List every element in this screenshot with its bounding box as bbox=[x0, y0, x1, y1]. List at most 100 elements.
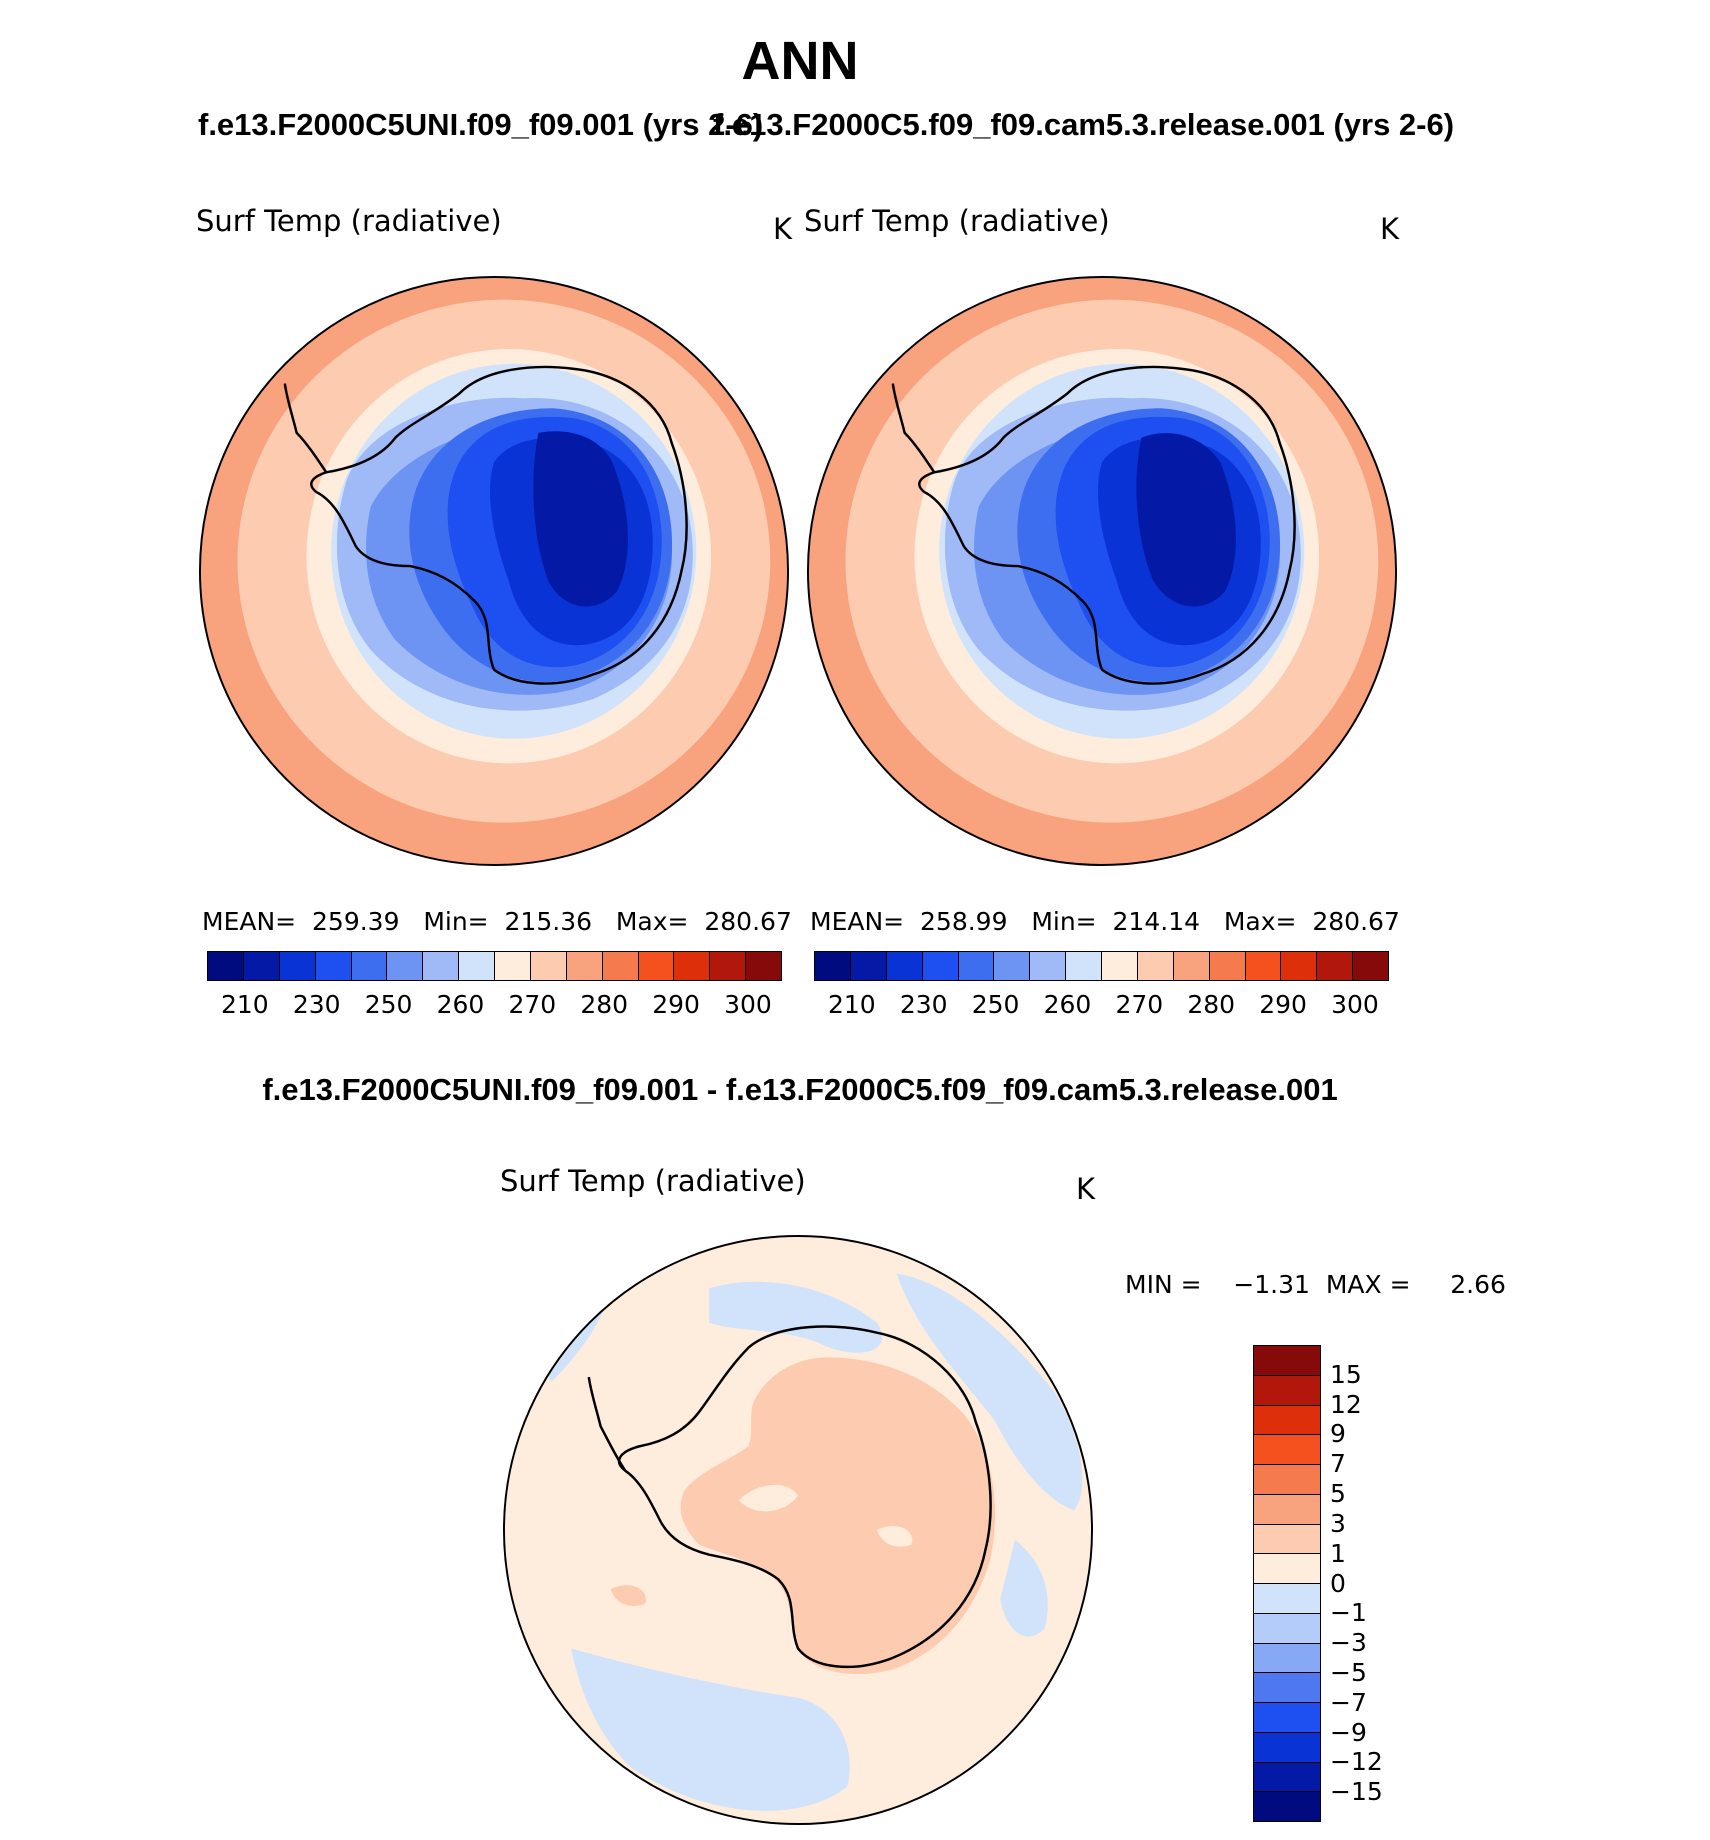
diff-colorbar-swatch bbox=[1254, 1732, 1320, 1763]
left-case-title: f.e13.F2000C5UNI.f09_f09.001 (yrs 2-6) bbox=[198, 107, 764, 142]
diff-case-title: f.e13.F2000C5UNI.f09_f09.001 - f.e13.F20… bbox=[262, 1072, 1338, 1107]
left-colorbar-swatch bbox=[459, 952, 495, 980]
diff-colorbar-swatch bbox=[1254, 1435, 1320, 1465]
left-colorbar-tick-label: 300 bbox=[724, 990, 772, 1019]
right-units-label: K bbox=[1380, 212, 1400, 246]
right-colorbar-tick-label: 260 bbox=[1043, 990, 1092, 1019]
diff-polar-map bbox=[502, 1234, 1094, 1826]
left-colorbar-tick-label: 270 bbox=[508, 990, 557, 1019]
diff-colorbar-tick-label: 12 bbox=[1330, 1389, 1362, 1419]
diff-colorbar-tick-label: 9 bbox=[1330, 1419, 1346, 1449]
left-colorbar-swatch bbox=[387, 952, 424, 980]
diff-colorbar-tick-label: 0 bbox=[1330, 1568, 1346, 1598]
diff-colorbar bbox=[1253, 1345, 1321, 1822]
right-colorbar-tick-label: 210 bbox=[827, 990, 876, 1019]
diff-colorbar-swatch bbox=[1254, 1375, 1320, 1406]
right-colorbar-swatch bbox=[1102, 952, 1138, 980]
right-colorbar bbox=[814, 951, 1389, 981]
left-colorbar bbox=[207, 951, 782, 981]
diff-colorbar-swatch bbox=[1254, 1792, 1320, 1821]
diff-colorbar-tick-label: −1 bbox=[1330, 1598, 1367, 1628]
diff-colorbar-tick-label: 3 bbox=[1330, 1508, 1346, 1538]
right-colorbar-swatch bbox=[850, 952, 887, 980]
page-title: ANN bbox=[741, 31, 859, 91]
right-colorbar-swatch bbox=[1030, 952, 1067, 980]
right-colorbar-swatch bbox=[958, 952, 995, 980]
diff-colorbar-tick-label: −7 bbox=[1330, 1687, 1367, 1717]
diff-colorbar-swatch bbox=[1254, 1524, 1320, 1555]
diff-colorbar-swatch bbox=[1254, 1613, 1320, 1644]
left-colorbar-swatch bbox=[602, 952, 639, 980]
right-colorbar-swatch bbox=[1281, 952, 1318, 980]
left-colorbar-tick-label: 280 bbox=[580, 990, 629, 1019]
diff-colorbar-swatch bbox=[1254, 1643, 1320, 1674]
diff-colorbar-tick-label: 15 bbox=[1330, 1359, 1362, 1389]
right-colorbar-swatch bbox=[815, 952, 851, 980]
left-colorbar-swatch bbox=[566, 952, 603, 980]
diff-colorbar-tick-label: 1 bbox=[1330, 1538, 1346, 1568]
diff-colorbar-swatch bbox=[1254, 1584, 1320, 1614]
left-colorbar-swatch bbox=[351, 952, 388, 980]
right-colorbar-swatch bbox=[1317, 952, 1354, 980]
right-field-label: Surf Temp (radiative) bbox=[804, 204, 1110, 238]
left-stats: MEAN= 259.39 Min= 215.36 Max= 280.67 bbox=[202, 907, 792, 936]
diff-minmax: MIN = −1.31 MAX = 2.66 bbox=[1125, 1270, 1506, 1299]
right-colorbar-swatch bbox=[1066, 952, 1102, 980]
left-colorbar-tick-label: 230 bbox=[292, 990, 341, 1019]
diff-colorbar-tick-label: −9 bbox=[1330, 1717, 1367, 1747]
diff-field-label: Surf Temp (radiative) bbox=[500, 1164, 806, 1198]
left-colorbar-swatch bbox=[710, 952, 747, 980]
right-colorbar-tick-label: 250 bbox=[971, 990, 1020, 1019]
right-colorbar-swatch bbox=[1137, 952, 1174, 980]
right-colorbar-swatch bbox=[886, 952, 923, 980]
right-case-title: f.e13.F2000C5.f09_f09.cam5.3.release.001… bbox=[713, 107, 1455, 142]
diff-colorbar-swatch bbox=[1254, 1346, 1320, 1376]
diff-colorbar-swatch bbox=[1254, 1494, 1320, 1525]
diff-colorbar-tick-label: 5 bbox=[1330, 1479, 1346, 1509]
left-colorbar-tick-label: 210 bbox=[220, 990, 269, 1019]
diff-colorbar-swatch bbox=[1254, 1554, 1320, 1584]
right-stats: MEAN= 258.99 Min= 214.14 Max= 280.67 bbox=[810, 907, 1400, 936]
left-colorbar-swatch bbox=[638, 952, 675, 980]
left-colorbar-ticks: 210 230 250 260 270 280 290 300 bbox=[207, 990, 782, 1020]
diff-colorbar-swatch bbox=[1254, 1673, 1320, 1703]
right-colorbar-tick-label: 300 bbox=[1331, 990, 1379, 1019]
left-colorbar-swatch bbox=[495, 952, 531, 980]
right-colorbar-ticks: 210 230 250 260 270 280 290 300 bbox=[814, 990, 1389, 1020]
diff-colorbar-swatch bbox=[1254, 1465, 1320, 1495]
diff-colorbar-tick-label: 7 bbox=[1330, 1449, 1346, 1479]
right-polar-map bbox=[806, 275, 1398, 867]
left-colorbar-swatch bbox=[243, 952, 280, 980]
right-colorbar-tick-label: 270 bbox=[1115, 990, 1164, 1019]
diff-colorbar-ticks: 15 12 9 7 5 3 1 0 −1 −3 −5 −7 −9 −12 −15 bbox=[1330, 1345, 1410, 1822]
diff-colorbar-tick-label: −5 bbox=[1330, 1657, 1367, 1687]
left-colorbar-swatch bbox=[530, 952, 567, 980]
right-colorbar-swatch bbox=[1209, 952, 1246, 980]
left-colorbar-swatch bbox=[279, 952, 316, 980]
diff-colorbar-tick-label: −12 bbox=[1330, 1747, 1383, 1777]
diff-colorbar-swatch bbox=[1254, 1405, 1320, 1436]
left-colorbar-swatch bbox=[208, 952, 244, 980]
left-colorbar-swatch bbox=[315, 952, 352, 980]
right-colorbar-swatch bbox=[1173, 952, 1210, 980]
left-colorbar-swatch bbox=[674, 952, 711, 980]
diff-units-label: K bbox=[1076, 1172, 1096, 1206]
diff-colorbar-tick-label: −3 bbox=[1330, 1628, 1367, 1658]
diff-colorbar-swatch bbox=[1254, 1703, 1320, 1733]
right-colorbar-swatch bbox=[922, 952, 959, 980]
left-field-label: Surf Temp (radiative) bbox=[196, 204, 502, 238]
right-colorbar-tick-label: 230 bbox=[899, 990, 948, 1019]
right-colorbar-swatch bbox=[1245, 952, 1282, 980]
left-colorbar-swatch bbox=[746, 952, 781, 980]
left-units-label: K bbox=[773, 212, 793, 246]
left-colorbar-tick-label: 250 bbox=[364, 990, 413, 1019]
diff-colorbar-tick-label: −15 bbox=[1330, 1777, 1383, 1807]
diff-colorbar-swatch bbox=[1254, 1762, 1320, 1793]
right-colorbar-swatch bbox=[994, 952, 1031, 980]
left-polar-map bbox=[198, 275, 790, 867]
right-colorbar-tick-label: 290 bbox=[1259, 990, 1307, 1019]
left-colorbar-tick-label: 260 bbox=[436, 990, 485, 1019]
left-colorbar-swatch bbox=[423, 952, 460, 980]
left-colorbar-tick-label: 290 bbox=[652, 990, 700, 1019]
right-colorbar-tick-label: 280 bbox=[1187, 990, 1236, 1019]
